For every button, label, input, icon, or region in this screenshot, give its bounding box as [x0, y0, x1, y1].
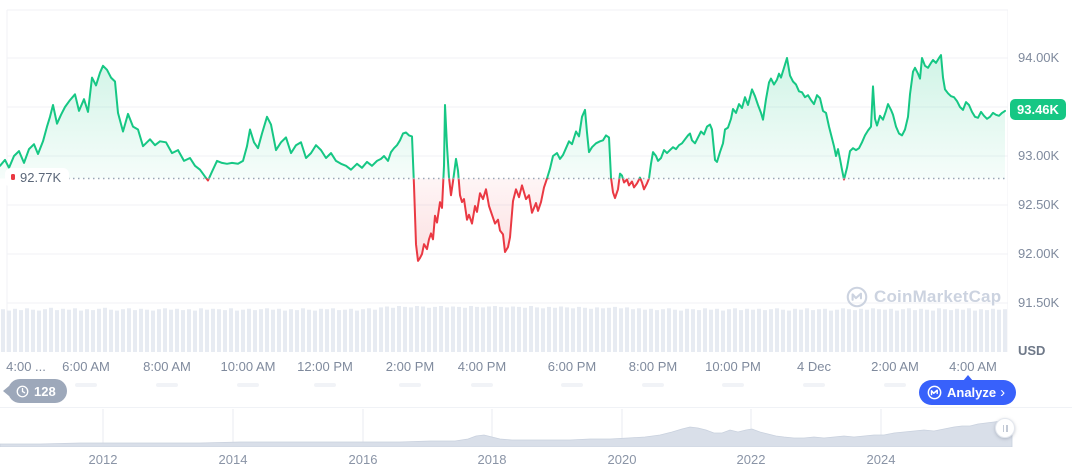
x-axis-tickmark [561, 383, 583, 387]
x-axis-label: 8:00 AM [143, 359, 191, 374]
x-axis-label: 4:00 AM [949, 359, 997, 374]
x-axis-label: 6:00 AM [62, 359, 110, 374]
navigator-year-label: 2024 [866, 452, 896, 467]
coinmarketcap-watermark[interactable]: CoinMarketCap [846, 286, 1001, 308]
x-axis-tickmark [237, 383, 259, 387]
chevron-right-icon: › [1000, 384, 1006, 401]
coinmarketcap-logo-icon [846, 286, 868, 308]
x-axis-tickmark [642, 383, 664, 387]
timeline-navigator[interactable]: 2012 2014 2016 2018 2020 2022 2024 [0, 407, 1072, 468]
x-axis-label: 4 Dec [797, 359, 831, 374]
navigator-year-label: 2012 [88, 452, 118, 467]
clock-icon [16, 385, 29, 397]
x-axis-label: 10:00 PM [705, 359, 761, 374]
baseline-price-chip: 92.77K [5, 167, 70, 187]
x-axis-tickmark [156, 383, 178, 387]
x-axis-tickmark [471, 383, 493, 387]
navigator-year-label: 2020 [607, 452, 637, 467]
x-axis-tickmark [884, 383, 906, 387]
x-axis-label: 2:00 AM [871, 359, 919, 374]
currency-label: USD [1018, 343, 1046, 358]
watermark-text: CoinMarketCap [874, 287, 1002, 306]
x-axis-label: 4:00 ... [6, 359, 46, 374]
price-chart-svg [0, 9, 1009, 352]
x-axis-tickmark [75, 383, 97, 387]
history-count: 128 [34, 383, 56, 399]
x-axis-tickmark [803, 383, 825, 387]
y-axis-label: 92.00K [1018, 246, 1060, 261]
analyze-label: Analyze [947, 385, 997, 400]
y-axis-label: 93.00K [1018, 148, 1060, 163]
y-axis-label: 94.00K [1018, 50, 1060, 65]
x-axis-label: 2:00 PM [385, 359, 435, 374]
history-count-badge[interactable]: 128 [8, 379, 67, 403]
navigator-year-label: 2016 [348, 452, 378, 467]
x-axis-label: 12:00 PM [297, 359, 353, 374]
navigator-year-label: 2022 [736, 452, 766, 467]
analyze-button[interactable]: Analyze › [919, 375, 1017, 405]
baseline-price-label: 92.77K [20, 169, 62, 185]
navigator-area-chart [0, 409, 1013, 447]
coinmarketcap-logo-icon [927, 385, 942, 400]
navigator-drag-handle[interactable] [995, 418, 1015, 438]
x-axis-tickmark [314, 383, 336, 387]
navigator-year-label: 2018 [477, 452, 507, 467]
x-axis-label: 4:00 PM [457, 359, 507, 374]
x-axis-tickmark [399, 383, 421, 387]
x-axis-tickmark [722, 383, 744, 387]
baseline-marker-dot [11, 174, 15, 181]
price-chart-canvas[interactable]: 92.77K CoinMarketCap [0, 0, 1010, 352]
navigator-year-label: 2014 [218, 452, 248, 467]
current-price-badge: 93.46K [1010, 98, 1066, 120]
y-axis-label: 92.50K [1018, 197, 1060, 212]
x-axis-label: 10:00 AM [220, 359, 276, 374]
x-axis-label: 8:00 PM [628, 359, 678, 374]
x-axis-label: 6:00 PM [547, 359, 597, 374]
y-axis[interactable]: 93.46K 94.00K 93.00K 92.50K 92.00K 91.50K [1008, 0, 1072, 358]
y-axis-label: 91.50K [1018, 295, 1060, 310]
